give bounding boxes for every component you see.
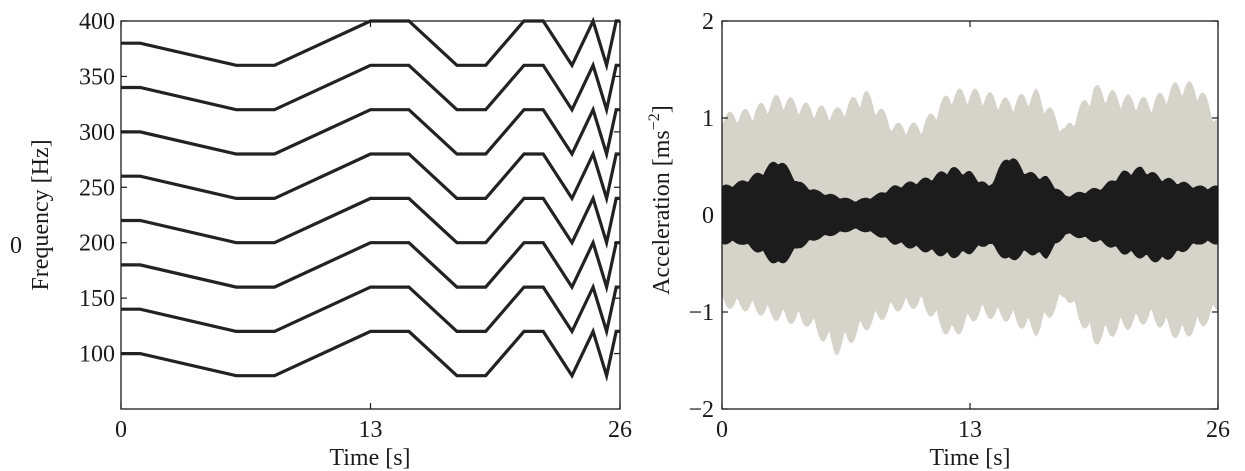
acceleration-y-axis-title: Acceleration [ms−2] (646, 105, 675, 295)
frequency-series-line-3 (121, 238, 620, 294)
y-tick-label: 2 (702, 9, 714, 35)
x-tick-label: 13 (359, 417, 383, 443)
acceleration-x-axis-title: Time [s] (929, 445, 1010, 471)
y-tick-label: 350 (79, 64, 115, 90)
y-tick-label: 300 (79, 120, 115, 146)
acceleration-y-axis-title-main: Acceleration [ms (649, 130, 675, 295)
y-tick-label: 150 (79, 286, 115, 312)
x-tick-label: 0 (115, 417, 127, 443)
frequency-plot-frame (120, 20, 621, 410)
x-tick-label: 26 (1206, 417, 1230, 443)
frequency-series-line-4 (121, 193, 620, 250)
frequency-series-line-8 (121, 16, 620, 72)
y-tick-label: 400 (79, 9, 115, 35)
side-label: 0 (10, 233, 22, 259)
x-tick-label: 0 (716, 417, 728, 443)
acceleration-axis-ticks: −2 −1 0 1 2 0 13 26 (688, 9, 1230, 443)
frequency-x-axis-title: Time [s] (329, 445, 410, 471)
y-tick-label: −2 (688, 397, 714, 423)
frequency-series-line-2 (121, 282, 620, 338)
y-tick-label: 1 (702, 106, 714, 132)
y-tick-label: 0 (702, 203, 714, 229)
acceleration-y-axis-title-exponent: −2 (646, 113, 663, 130)
y-tick-label: 100 (79, 342, 115, 368)
y-tick-label: 200 (79, 231, 115, 257)
frequency-series-line-1 (121, 326, 620, 383)
frequency-chart: 100 150 200 250 300 350 400 0 13 26 Time [s] Freq… (10, 9, 632, 471)
y-tick-label: 250 (79, 175, 115, 201)
x-tick-label: 26 (608, 417, 632, 443)
acceleration-y-axis-title-close: ] (649, 105, 675, 113)
frequency-series-line-6 (121, 105, 620, 161)
frequency-y-axis-title: Frequency [Hz] (28, 139, 54, 290)
y-tick-label: −1 (688, 300, 714, 326)
x-tick-label: 13 (958, 417, 982, 443)
frequency-series-line-7 (121, 60, 620, 117)
acceleration-series-group (721, 81, 1219, 355)
frequency-series-line-5 (121, 149, 620, 205)
frequency-axis-ticks: 100 150 200 250 300 350 400 0 13 26 (79, 9, 632, 443)
frequency-series-group (121, 16, 620, 383)
